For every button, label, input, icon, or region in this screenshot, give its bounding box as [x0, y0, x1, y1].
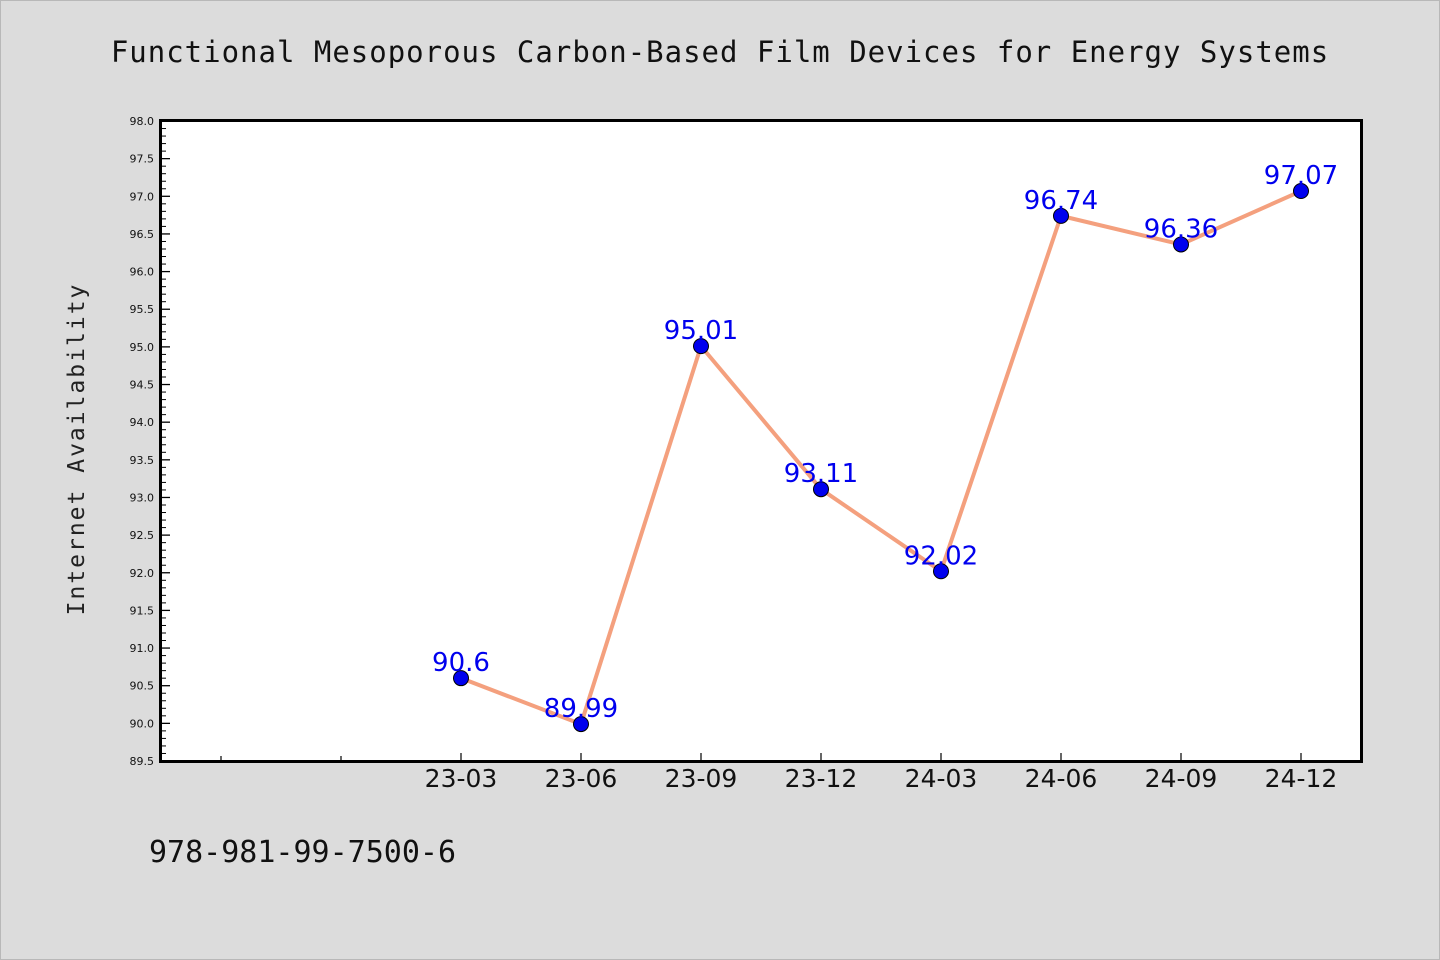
x-tick-label: 24-12 [1265, 764, 1338, 793]
y-tick-label: 90.5 [130, 680, 155, 693]
x-tick-label: 24-06 [1025, 764, 1098, 793]
y-tick-label: 92.5 [130, 529, 155, 542]
x-tick-label: 24-03 [905, 764, 978, 793]
y-tick-label: 97.0 [130, 190, 155, 203]
data-point [573, 716, 589, 733]
data-point [1053, 207, 1069, 224]
x-tick-label: 23-06 [545, 764, 618, 793]
y-tick-label: 96.5 [130, 228, 155, 241]
data-point [693, 338, 709, 355]
plot-area [159, 119, 1363, 763]
y-tick-label: 94.5 [130, 379, 155, 392]
series-line [460, 189, 1302, 727]
data-label: 97.07 [1264, 161, 1338, 191]
data-label: 93.11 [784, 459, 858, 489]
y-tick-label: 91.0 [130, 642, 155, 655]
data-label: 95.01 [664, 316, 738, 346]
data-point [1293, 183, 1309, 200]
data-point [933, 563, 949, 580]
data-label-group: 90.6 89.99 95.01 93.11 92.02 96.74 96.36 97.07 [432, 161, 1338, 724]
data-label: 96.74 [1024, 186, 1098, 216]
data-point [453, 670, 469, 687]
data-label: 96.36 [1144, 214, 1218, 244]
chart-title: Functional Mesoporous Carbon-Based Film … [110, 35, 1330, 69]
y-tick-label: 90.0 [130, 717, 155, 730]
data-label: 89.99 [544, 694, 618, 724]
y-tick-label: 94.0 [130, 416, 155, 429]
data-label: 90.6 [432, 648, 490, 678]
isbn-text: 978-981-99-7500-6 [149, 835, 457, 870]
series-line-group [453, 183, 1309, 733]
x-tick-label: 24-09 [1145, 764, 1218, 793]
y-tick-label: 92.0 [130, 567, 155, 580]
y-tick-label: 93.5 [130, 454, 155, 467]
y-tick-label: 97.5 [130, 153, 155, 166]
x-axis: 23-03 23-06 23-09 23-12 24-03 24-06 24-09 24-12 [220, 753, 1338, 793]
data-point [1173, 236, 1189, 253]
y-tick-label: 91.5 [130, 604, 155, 617]
x-tick-label: 23-09 [665, 764, 738, 793]
y-tick-label: 89.5 [130, 755, 155, 768]
x-tick-label: 23-12 [785, 764, 858, 793]
data-label: 92.02 [904, 541, 978, 571]
y-tick-label: 95.0 [130, 341, 155, 354]
x-tick-label: 23-03 [425, 764, 498, 793]
y-tick-label: 93.0 [130, 491, 155, 504]
data-point [813, 481, 829, 498]
y-axis: 89.5 90.0 90.5 91.0 91.5 92.0 92.5 93.0 93.5 94.0… [130, 115, 170, 768]
y-tick-label: 98.0 [130, 115, 155, 128]
y-tick-label: 95.5 [130, 303, 155, 316]
y-tick-label: 96.0 [130, 266, 155, 279]
